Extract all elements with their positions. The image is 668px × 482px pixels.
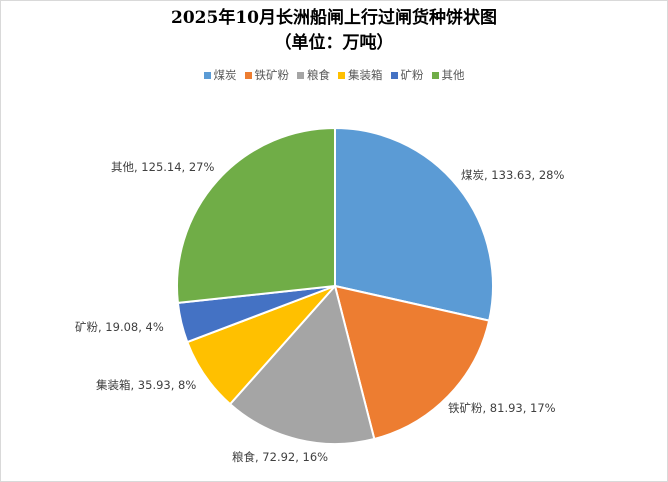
data-label-ore-powder: 矿粉, 19.08, 4%: [75, 320, 164, 334]
legend-label-ore-powder: 矿粉: [400, 68, 424, 82]
pie-slice-other: [176, 126, 336, 304]
legend-label-grain: 粮食: [307, 68, 330, 82]
legend-label-container: 集装箱: [348, 68, 383, 82]
legend-swatch-coal: [203, 71, 211, 79]
chart-title: 2025年10月长洲船闸上行过闸货种饼状图: [171, 8, 497, 28]
legend-item-other: 其他: [431, 67, 465, 83]
legend-label-other: 其他: [441, 68, 465, 82]
legend-item-container: 集装箱: [338, 67, 383, 83]
chart-subtitle: （单位：万吨）: [274, 33, 394, 53]
data-label-other: 其他, 125.14, 27%: [111, 160, 214, 174]
legend-swatch-iron-ore: [244, 71, 252, 79]
legend-item-grain: 粮食: [297, 67, 330, 83]
data-label-container: 集装箱, 35.93, 8%: [96, 378, 196, 392]
data-label-coal: 煤炭, 133.63, 28%: [461, 168, 564, 182]
legend-item-iron-ore: 铁矿粉: [244, 67, 290, 83]
legend-item-ore-powder: 矿粉: [390, 67, 424, 83]
pie-slice-iron-ore: [333, 284, 491, 441]
legend-swatch-ore-powder: [390, 71, 398, 79]
legend-swatch-container: [338, 71, 345, 79]
pie-slice-coal: [334, 126, 494, 322]
legend-swatch-other: [431, 71, 439, 79]
legend-label-iron-ore: 铁矿粉: [254, 68, 290, 82]
pie-slice-grain: [228, 283, 376, 445]
legend-item-coal: 煤炭: [203, 67, 237, 83]
pie-labels: 煤炭, 133.63, 28% 铁矿粉, 81.93, 17% 粮食, 72.92,…: [75, 160, 564, 464]
pie-slices: [176, 126, 494, 445]
legend-swatch-grain: [297, 71, 304, 79]
data-label-grain: 粮食, 72.92, 16%: [232, 450, 328, 464]
chart-legend: 煤炭 铁矿粉 粮食 集装箱 矿粉 其他: [1, 67, 667, 83]
legend-label-coal: 煤炭: [213, 68, 237, 82]
data-label-iron-ore: 铁矿粉, 81.93, 17%: [448, 401, 556, 415]
